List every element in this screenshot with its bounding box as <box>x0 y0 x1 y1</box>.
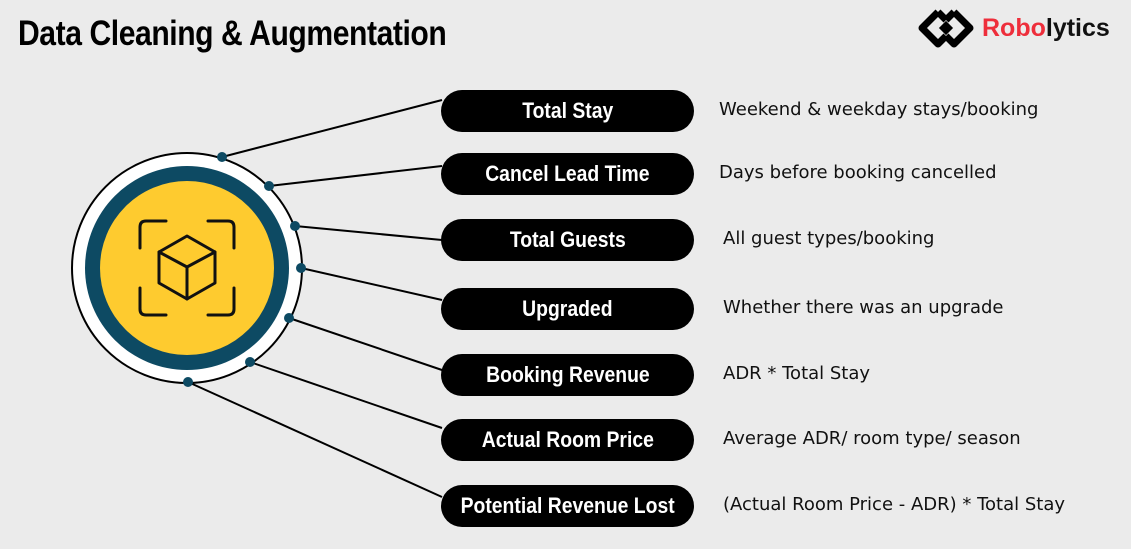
feature-description: Average ADR/ room type/ season <box>723 428 1021 449</box>
connector-dot <box>217 152 227 162</box>
connector-line <box>294 225 443 241</box>
connector-dot <box>245 357 255 367</box>
feature-description: ADR * Total Stay <box>723 363 871 384</box>
connector-dot <box>284 313 294 323</box>
page-title: Data Cleaning & Augmentation <box>18 14 447 53</box>
connector-line <box>249 361 443 429</box>
logo-text: Robolytics <box>982 13 1110 42</box>
feature-description: All guest types/booking <box>723 228 935 249</box>
feature-pill: Cancel Lead Time <box>441 153 694 195</box>
connector-dot <box>290 221 300 231</box>
feature-description: Whether there was an upgrade <box>723 297 1004 318</box>
cube-scan-icon <box>138 219 236 317</box>
feature-pill: Total Stay <box>441 90 694 132</box>
feature-description: Weekend & weekday stays/booking <box>719 99 1039 120</box>
feature-label: Total Stay <box>521 98 614 123</box>
feature-description: (Actual Room Price - ADR) * Total Stay <box>723 494 1066 515</box>
feature-pill: Actual Room Price <box>441 419 694 461</box>
feature-description: Days before booking cancelled <box>719 162 997 183</box>
connector-line <box>300 267 443 301</box>
connector-line <box>187 381 443 498</box>
connector-line <box>221 99 443 158</box>
feature-label: Total Guests <box>509 227 626 252</box>
robolytics-logo-icon <box>918 9 974 48</box>
feature-label: Potential Revenue Lost <box>460 493 675 518</box>
connector-dot <box>264 181 274 191</box>
feature-label: Actual Room Price <box>481 427 654 452</box>
connector-line <box>268 165 443 187</box>
feature-pill: Booking Revenue <box>441 354 694 396</box>
feature-label: Booking Revenue <box>485 362 650 387</box>
feature-pill: Total Guests <box>441 219 694 261</box>
logo: Robolytics <box>918 8 1110 48</box>
connector-dot <box>183 377 193 387</box>
connector-line <box>288 317 443 371</box>
feature-label: Upgraded <box>522 296 613 321</box>
feature-pill: Potential Revenue Lost <box>441 485 694 527</box>
connector-dot <box>296 263 306 273</box>
feature-label: Cancel Lead Time <box>485 161 650 186</box>
feature-pill: Upgraded <box>441 288 694 330</box>
